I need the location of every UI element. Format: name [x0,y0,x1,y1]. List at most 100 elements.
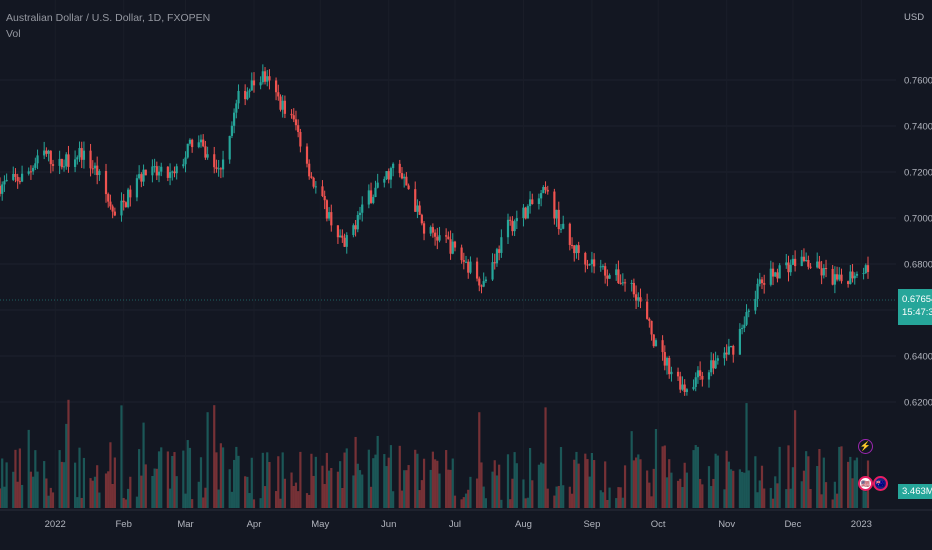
volume-bar [422,458,426,508]
candle-body [522,207,525,219]
volume-bar [838,446,841,508]
candle-body [244,90,247,100]
volume-bar [864,491,867,508]
candle-body [339,235,342,238]
volume-bar [67,399,70,508]
volume-bar [462,497,465,508]
candle-body [250,80,253,91]
candle-body [683,384,686,392]
candle-body [506,219,510,238]
candle-body [725,352,728,355]
volume-bar [144,464,147,508]
volume-bar [383,454,386,508]
volume-bar [568,486,571,508]
volume-bar [632,460,635,508]
volume-bar [73,462,77,508]
volume-bar [82,457,86,508]
volume-bar [354,436,357,508]
candle-body [168,172,172,178]
volume-bar [213,405,216,508]
volume-bar [124,499,127,508]
candle-body [769,268,772,285]
volume-bar [51,492,55,508]
volume-bar [274,491,278,508]
volume-bar [392,491,395,508]
volume-bar [544,407,547,508]
volume-bar [763,488,766,508]
volume-bar [60,461,63,508]
au-flag-icon[interactable]: 🇦🇺 [873,476,888,491]
volume-bar [464,493,468,508]
candle-body [676,371,680,377]
time-tick-label: Feb [115,519,131,530]
volume-bar [374,454,377,508]
symbol-title[interactable]: Australian Dollar / U.S. Dollar, 1D, FXO… [6,12,211,24]
candles [0,64,870,396]
candle-body [166,166,169,178]
candle-body [60,158,63,168]
candle-body [553,191,556,219]
volume-bar [418,490,421,508]
candle-body [327,212,331,219]
candle-body [310,176,313,178]
last-price-value: 0.67654 [902,294,932,305]
volume-bar [279,498,282,508]
candle-body [634,294,638,301]
volume-bar [738,469,741,508]
volume-bar [120,405,123,508]
candle-body [668,357,671,375]
volume-bar [266,452,269,508]
candle-body [405,176,408,186]
candle-body [153,166,156,168]
volume-bar [756,492,759,508]
volume-bar [327,470,331,508]
candle-body [237,90,240,104]
volume-bar [493,460,496,508]
volume-bar [252,499,256,508]
candle-body [714,360,717,369]
candle-body [204,146,207,158]
volume-bar [809,489,812,508]
volume-bar [862,490,865,508]
volume-bar [336,471,340,508]
volume-bar [484,498,488,508]
volume-bar [305,493,309,508]
candle-body [758,279,761,284]
volume-bar [250,457,253,508]
time-axis[interactable]: 2022 Feb Mar Apr May Jun Jul Aug Sep Oct Nov Dec 202… [45,519,872,530]
flash-icon[interactable]: ⚡ [858,439,873,454]
candle-body [96,165,99,176]
volume-bar [714,453,717,508]
volume-bar [787,445,790,508]
time-tick-label: Dec [784,519,801,530]
volume-bar [586,459,589,508]
candle-body [431,227,434,233]
candle-body [745,311,748,325]
volume-bar [436,460,439,508]
candle-body [685,389,688,392]
volume-indicator-label[interactable]: Vol [6,28,21,40]
candle-body [0,185,2,194]
volume-bar [341,487,344,508]
candle-body [151,166,154,176]
volume-bar [575,451,578,508]
candle-body [646,301,649,319]
volume-bar [467,489,470,508]
volume-bar [840,446,843,508]
volume-bar [321,465,324,508]
candle-body [632,282,635,295]
candle-body [604,266,607,276]
volume-bar [451,458,454,508]
us-flag-icon[interactable]: 🇺🇸 [858,476,873,491]
candle-body [557,209,560,230]
volume-bar [233,459,236,508]
volume-bar [822,457,825,508]
volume-bar [681,487,684,508]
volume-bar [157,451,161,508]
candle-body [449,239,452,254]
candle-body [18,181,21,183]
volume-bar [438,473,441,508]
volume-bar [104,473,108,508]
volume-bar [469,476,472,508]
